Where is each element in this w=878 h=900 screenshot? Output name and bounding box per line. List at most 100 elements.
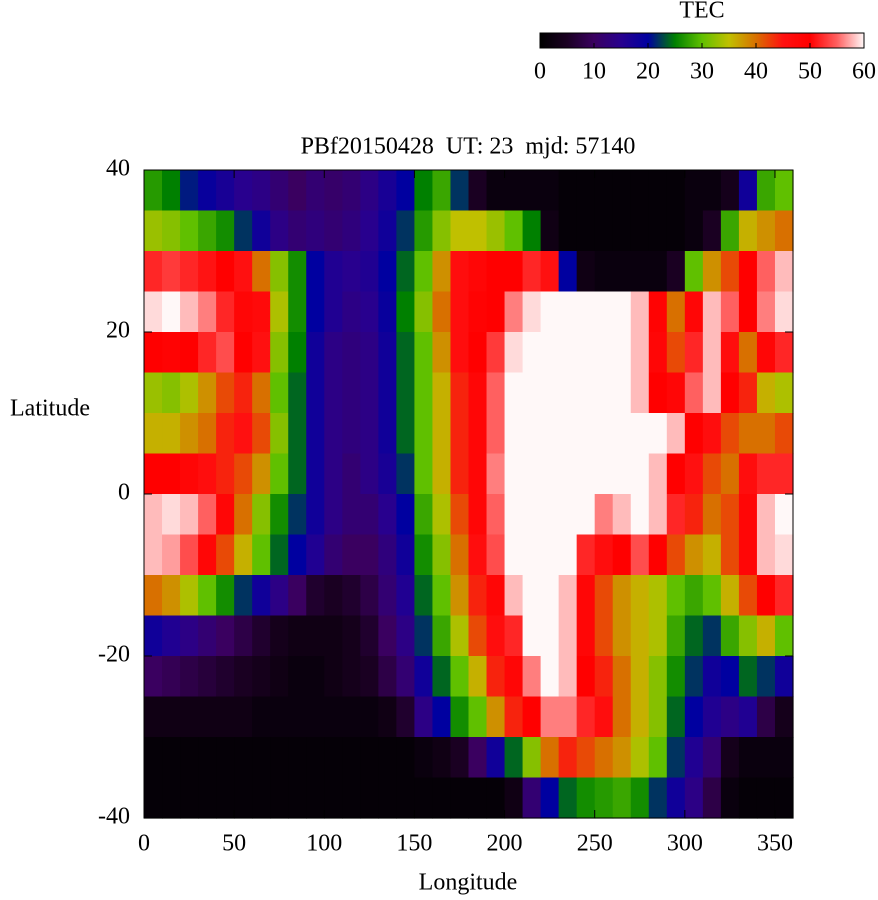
heatmap-cell	[756, 332, 776, 374]
heatmap-cell	[756, 494, 776, 536]
heatmap-cell	[702, 615, 722, 657]
heatmap-cell	[432, 696, 452, 738]
heatmap-cell	[504, 494, 524, 536]
heatmap-cell	[540, 251, 560, 293]
heatmap-cell	[252, 453, 271, 495]
heatmap-cell	[558, 575, 578, 617]
heatmap-cell	[342, 453, 361, 495]
heatmap-cell	[144, 777, 163, 819]
heatmap-cell	[270, 372, 289, 414]
heatmap-cell	[486, 291, 506, 333]
heatmap-cell	[288, 291, 307, 333]
heatmap-cell	[702, 372, 722, 414]
heatmap-cell	[342, 291, 361, 333]
heatmap-cell	[522, 777, 542, 819]
heatmap-cell	[198, 656, 217, 698]
heatmap-cell	[144, 251, 163, 293]
heatmap-cell	[558, 696, 578, 738]
heatmap-cell	[324, 453, 343, 495]
heatmap-cell	[144, 291, 163, 333]
heatmap-cell	[684, 615, 704, 657]
heatmap-cell	[162, 494, 181, 536]
heatmap-cell	[774, 615, 794, 657]
heatmap-cell	[648, 777, 668, 819]
heatmap-cell	[216, 696, 235, 738]
heatmap-cell	[234, 696, 253, 738]
heatmap-cell	[630, 534, 650, 576]
heatmap-cell	[486, 777, 506, 819]
heatmap-cell	[684, 372, 704, 414]
heatmap-cell	[576, 575, 596, 617]
heatmap-cell	[594, 170, 614, 212]
heatmap-cell	[360, 210, 379, 252]
heatmap-cell	[738, 777, 758, 819]
heatmap-cell	[288, 494, 307, 536]
heatmap-cell	[486, 210, 506, 252]
heatmap-cell	[504, 413, 524, 455]
heatmap-cell	[468, 291, 488, 333]
heatmap-cell	[396, 332, 416, 374]
heatmap-cell	[738, 737, 758, 779]
heatmap-cell	[288, 251, 307, 293]
heatmap-cell	[342, 210, 361, 252]
heatmap-cell	[378, 534, 397, 576]
heatmap-cell	[324, 210, 343, 252]
heatmap-cell	[306, 696, 325, 738]
heatmap-cell	[432, 291, 452, 333]
heatmap-cell	[612, 210, 632, 252]
heatmap-cell	[234, 210, 253, 252]
heatmap-cell	[702, 453, 722, 495]
heatmap-cell	[666, 453, 686, 495]
heatmap-cell	[630, 737, 650, 779]
heatmap-cell	[378, 494, 397, 536]
heatmap-cell	[432, 332, 452, 374]
heatmap-cell	[378, 615, 397, 657]
heatmap-cell	[540, 210, 560, 252]
heatmap-cell	[360, 696, 379, 738]
heatmap-cell	[234, 251, 253, 293]
heatmap-cell	[234, 372, 253, 414]
heatmap-cell	[738, 615, 758, 657]
heatmap-cell	[468, 777, 488, 819]
heatmap-cell	[648, 656, 668, 698]
heatmap-cell	[144, 210, 163, 252]
heatmap-cell	[162, 534, 181, 576]
heatmap-cell	[558, 737, 578, 779]
heatmap-cell	[216, 332, 235, 374]
heatmap-cell	[468, 615, 488, 657]
heatmap-cell	[630, 453, 650, 495]
heatmap-cell	[486, 696, 506, 738]
heatmap-cell	[576, 251, 596, 293]
y-tick-label: 0	[118, 480, 130, 506]
heatmap-cell	[324, 777, 343, 819]
heatmap-cell	[234, 413, 253, 455]
heatmap-cell	[414, 615, 434, 657]
heatmap-cell	[450, 251, 470, 293]
heatmap-cell	[558, 615, 578, 657]
heatmap-cell	[144, 534, 163, 576]
heatmap-cell	[756, 291, 776, 333]
heatmap-cell	[288, 656, 307, 698]
heatmap-cell	[666, 737, 686, 779]
heatmap-cell	[396, 696, 416, 738]
heatmap-cell	[720, 534, 740, 576]
heatmap-cell	[522, 656, 542, 698]
heatmap-cell	[162, 737, 181, 779]
heatmap-cell	[684, 494, 704, 536]
heatmap-cell	[738, 696, 758, 738]
heatmap-cell	[450, 777, 470, 819]
heatmap-cell	[648, 210, 668, 252]
colorbar-tick-label: 10	[582, 59, 606, 85]
heatmap-cell	[648, 494, 668, 536]
heatmap-cell	[684, 777, 704, 819]
heatmap-cell	[540, 615, 560, 657]
heatmap-cell	[342, 332, 361, 374]
heatmap-cell	[486, 251, 506, 293]
y-tick-label: -20	[98, 642, 130, 668]
heatmap-cell	[324, 656, 343, 698]
heatmap-cell	[666, 575, 686, 617]
heatmap-cell	[288, 210, 307, 252]
heatmap-cell	[198, 170, 217, 212]
heatmap-cell	[486, 372, 506, 414]
